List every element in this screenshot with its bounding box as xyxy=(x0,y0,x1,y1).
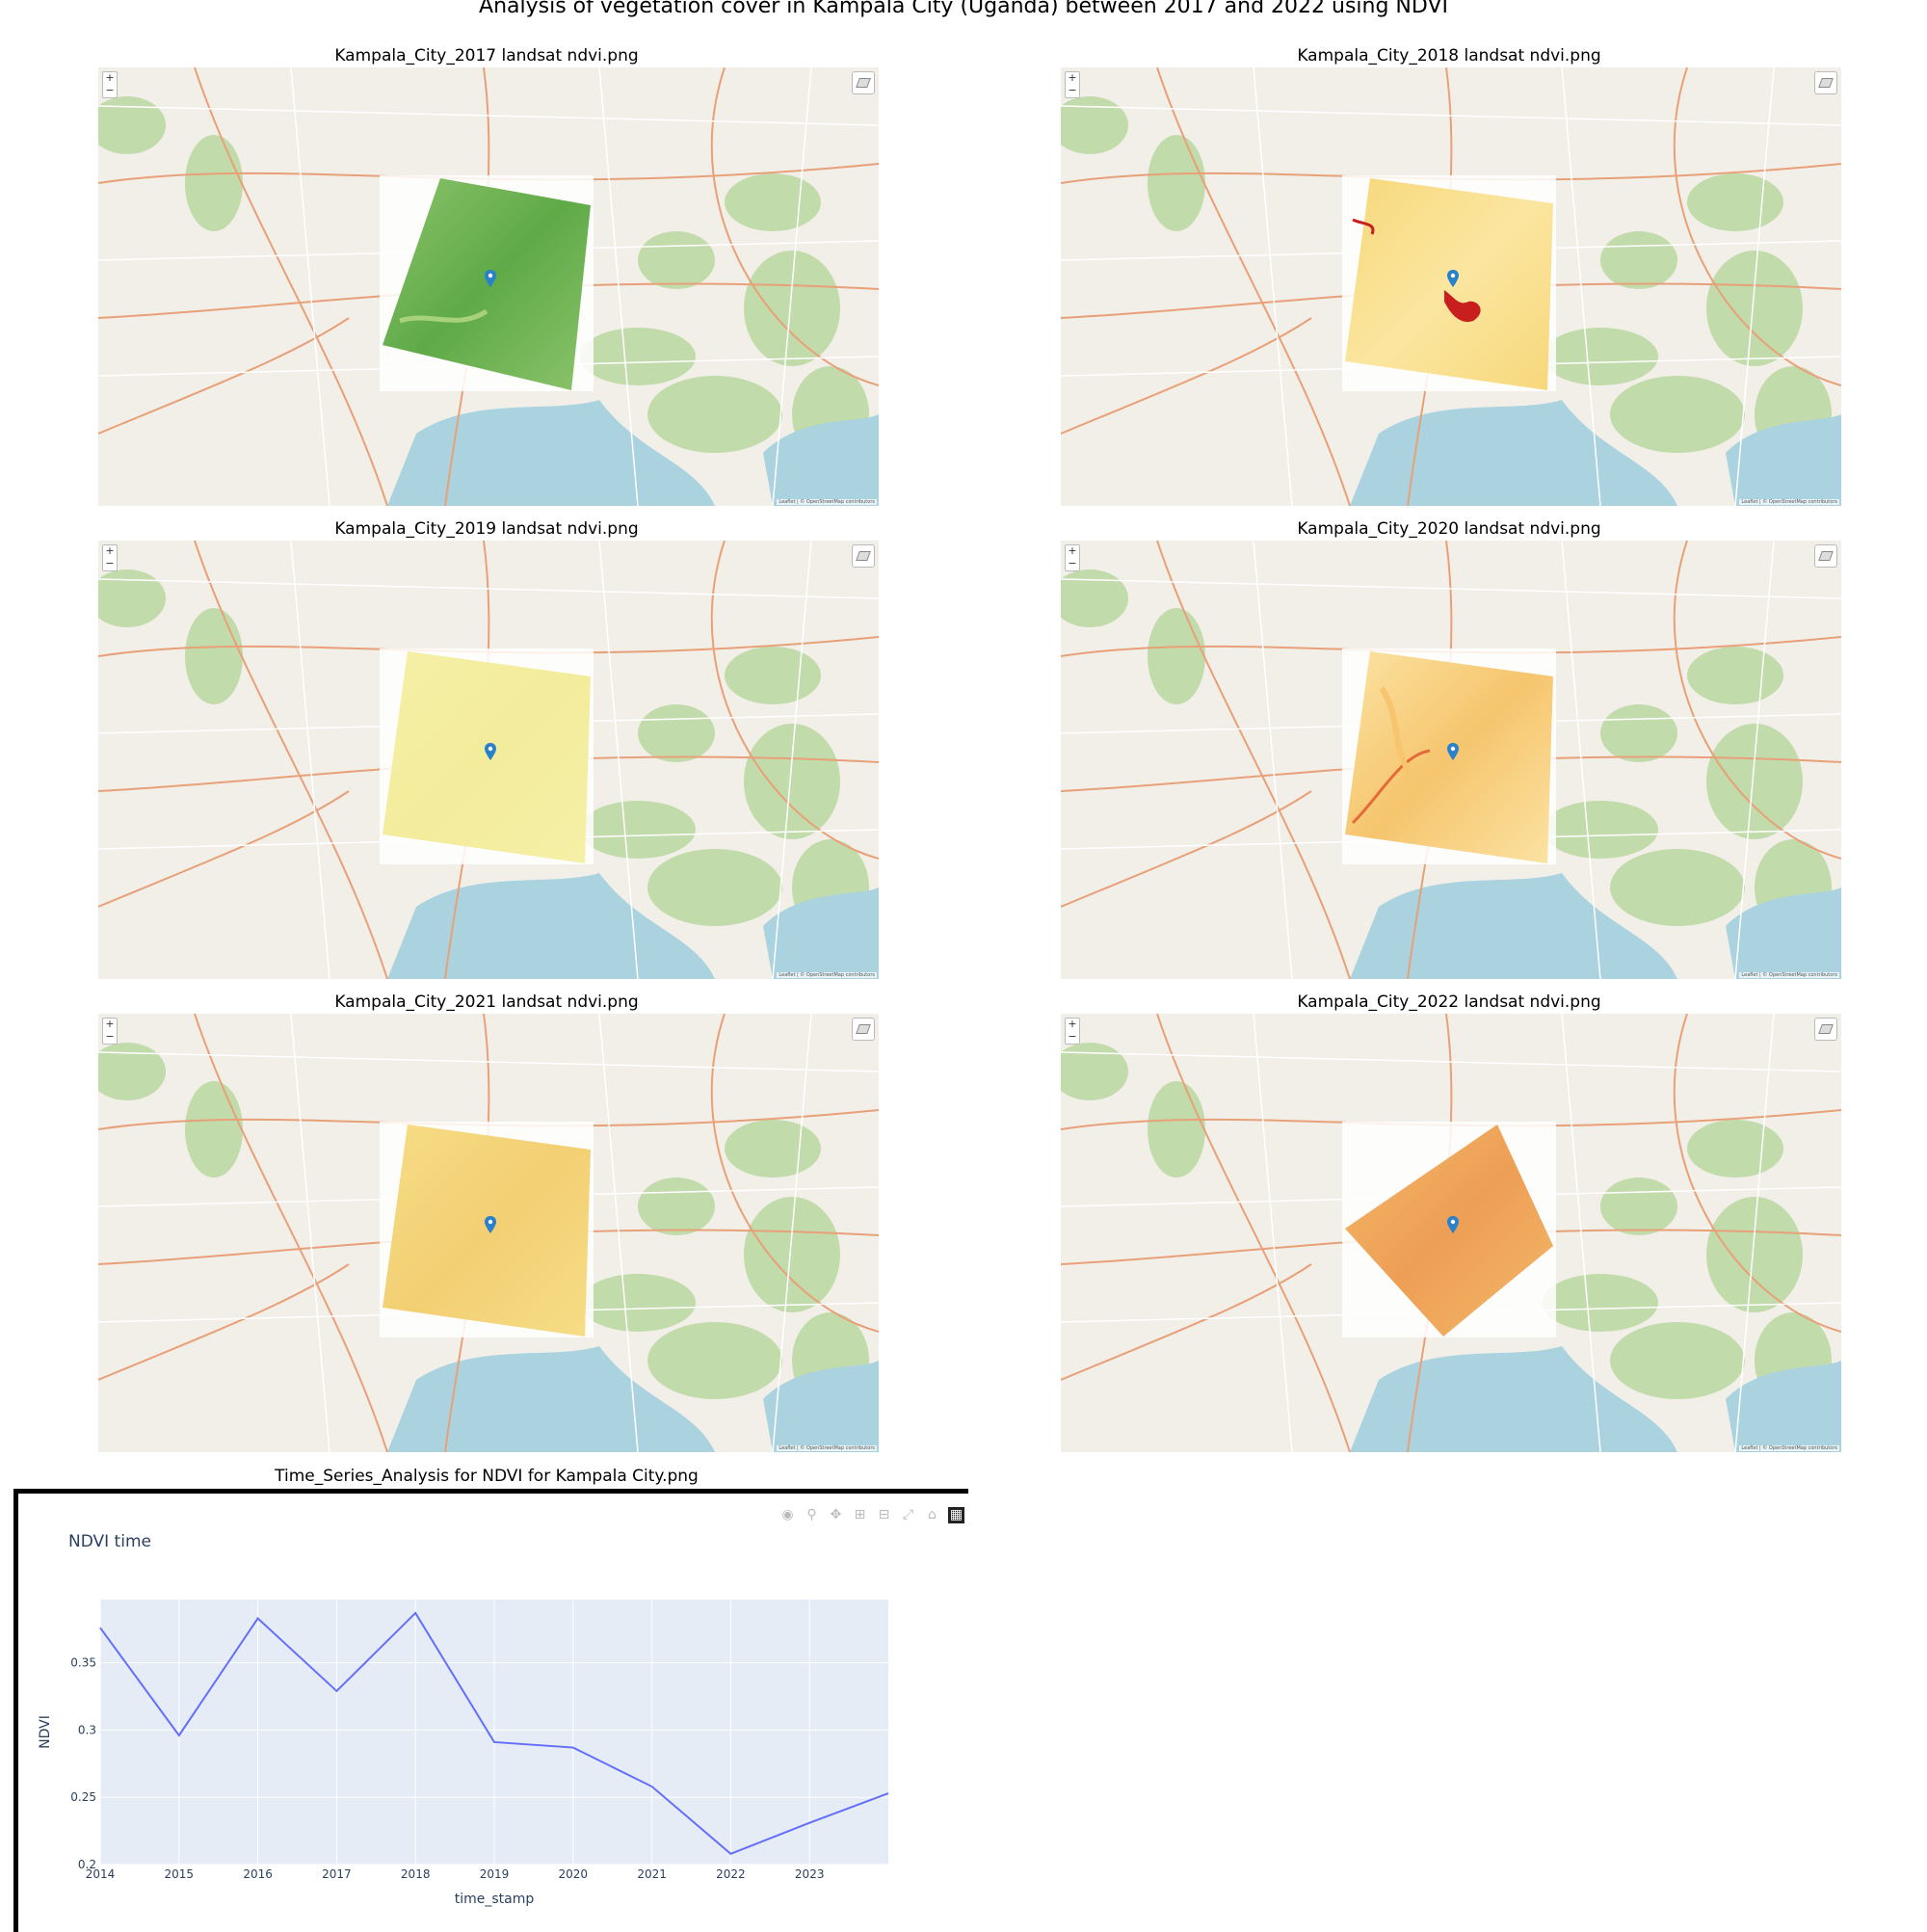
ndvi-map[interactable]: +− Leaflet | © OpenStreetMap contributors xyxy=(1061,541,1841,979)
zoom-control: +− xyxy=(1065,71,1080,98)
layers-icon[interactable] xyxy=(852,544,875,568)
x-tick-label: 2022 xyxy=(716,1867,746,1881)
timeseries-panel-title: Time_Series_Analysis for NDVI for Kampal… xyxy=(96,1467,877,1486)
x-tick-label: 2016 xyxy=(243,1867,273,1881)
map-panel-title: Kampala_City_2017 landsat ndvi.png xyxy=(96,46,877,66)
zoom-control: +− xyxy=(102,1018,118,1045)
map-pin-icon[interactable] xyxy=(485,1216,496,1233)
zoom-out-button[interactable]: − xyxy=(103,85,117,97)
map-panel-title: Kampala_City_2022 landsat ndvi.png xyxy=(1059,992,1839,1012)
y-tick-label: 0.2 xyxy=(78,1858,96,1871)
map-attribution[interactable]: Leaflet | © OpenStreetMap contributors xyxy=(1739,1445,1839,1451)
ndvi-map[interactable]: +− Leaflet | © OpenStreetMap contributors xyxy=(98,541,879,979)
x-tick-label: 2021 xyxy=(637,1867,667,1881)
map-pin-icon[interactable] xyxy=(485,743,496,760)
x-tick-label: 2019 xyxy=(480,1867,510,1881)
zoom-out-button[interactable]: − xyxy=(103,558,117,570)
zoom-control: +− xyxy=(1065,544,1080,571)
y-axis-label: NDVI xyxy=(38,1715,53,1749)
x-axis-label: time_stamp xyxy=(455,1892,535,1907)
zoom-control: +− xyxy=(102,544,118,571)
map-pin-icon[interactable] xyxy=(1447,1216,1459,1233)
figure-title: Analysis of vegetation cover in Kampala … xyxy=(0,0,1927,18)
ndvi-map[interactable]: +− Leaflet | © OpenStreetMap contributors xyxy=(1061,67,1841,506)
map-attribution[interactable]: Leaflet | © OpenStreetMap contributors xyxy=(777,499,877,505)
map-pin-icon[interactable] xyxy=(1447,743,1459,760)
layers-icon[interactable] xyxy=(852,1018,875,1041)
zoom-out-button[interactable]: − xyxy=(1066,1031,1079,1044)
ndvi-map[interactable]: +− Leaflet | © OpenStreetMap contributors xyxy=(1061,1014,1841,1452)
zoom-control: +− xyxy=(1065,1018,1080,1045)
y-tick-label: 0.3 xyxy=(78,1723,96,1736)
zoom-out-button[interactable]: − xyxy=(1066,558,1079,570)
layers-icon[interactable] xyxy=(1814,71,1837,94)
map-panel-title: Kampala_City_2019 landsat ndvi.png xyxy=(96,519,877,539)
y-tick-label: 0.25 xyxy=(70,1790,96,1804)
zoom-control: +− xyxy=(102,71,118,98)
map-pin-icon[interactable] xyxy=(485,270,496,287)
map-attribution[interactable]: Leaflet | © OpenStreetMap contributors xyxy=(1739,499,1839,505)
layers-icon[interactable] xyxy=(1814,1018,1837,1041)
map-attribution[interactable]: Leaflet | © OpenStreetMap contributors xyxy=(1739,972,1839,978)
map-attribution[interactable]: Leaflet | © OpenStreetMap contributors xyxy=(777,1445,877,1451)
y-tick-label: 0.35 xyxy=(70,1656,96,1670)
x-tick-label: 2020 xyxy=(559,1867,589,1881)
x-tick-label: 2017 xyxy=(322,1867,352,1881)
layers-icon[interactable] xyxy=(852,71,875,94)
ndvi-map[interactable]: +− Leaflet | © OpenStreetMap contributors xyxy=(98,1014,879,1452)
zoom-out-button[interactable]: − xyxy=(1066,85,1079,97)
map-attribution[interactable]: Leaflet | © OpenStreetMap contributors xyxy=(777,972,877,978)
x-tick-label: 2018 xyxy=(401,1867,431,1881)
zoom-out-button[interactable]: − xyxy=(103,1031,117,1044)
map-panel-title: Kampala_City_2021 landsat ndvi.png xyxy=(96,992,877,1012)
map-pin-icon[interactable] xyxy=(1447,270,1459,287)
ndvi-map[interactable]: +− Leaflet | © OpenStreetMap contributors xyxy=(98,67,879,506)
map-panel-title: Kampala_City_2020 landsat ndvi.png xyxy=(1059,519,1839,539)
map-panel-title: Kampala_City_2018 landsat ndvi.png xyxy=(1059,46,1839,66)
layers-icon[interactable] xyxy=(1814,544,1837,568)
x-tick-label: 2023 xyxy=(795,1867,825,1881)
x-tick-label: 2015 xyxy=(165,1867,195,1881)
